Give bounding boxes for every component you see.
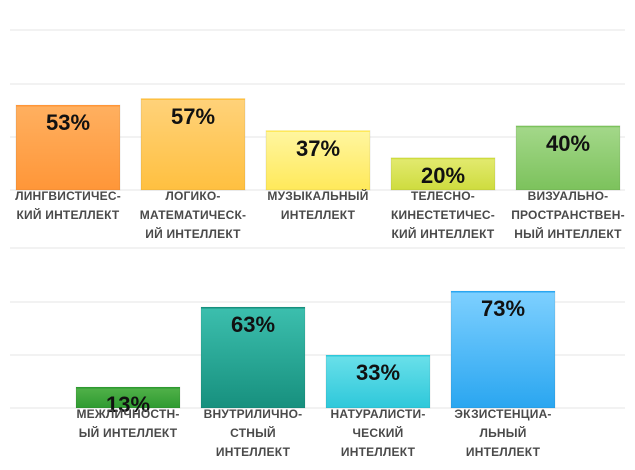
bar [140, 98, 246, 191]
data-label: 63% [231, 312, 275, 337]
category-label: ЭКЗИСТЕНЦИА- [454, 407, 551, 421]
data-label: 57% [171, 104, 215, 129]
bar [200, 306, 306, 409]
chart-bottom: 13%МЕЖЛИЧНОСТН- ЫЙ ИНТЕЛЛЕКТ 63% ВНУТРИЛИЧН… [10, 247, 625, 459]
data-label: 53% [46, 110, 90, 135]
data-label: 13% [106, 392, 150, 417]
category-label: ЛОГИКО- [165, 189, 220, 203]
category-label: НАТУРАЛИСТИ- [330, 407, 425, 421]
bar [515, 125, 621, 191]
category-label: ЛЬНЫЙ [479, 425, 526, 440]
category-label: ИНТЕЛЛЕКТ [281, 208, 356, 222]
bar [390, 157, 496, 191]
chart-top: 53% ЛИНГВИСТИЧЕС- КИЙ ИНТЕЛЛЕКТ 57% ЛОГИКО- М… [10, 29, 625, 241]
category-label: КИЙ ИНТЕЛЛЕКТ [17, 207, 120, 222]
category-label: КИНЕСТЕТИЧЕС- [391, 208, 495, 222]
category-label: МАТЕМАТИЧЕСК- [140, 208, 246, 222]
category-label: ИНТЕЛЛЕКТ [341, 445, 416, 459]
data-label: 33% [356, 360, 400, 385]
category-label: ЫЙ ИНТЕЛЛЕКТ [79, 425, 178, 440]
category-label: ЧЕСКИЙ [353, 425, 404, 440]
bar [325, 354, 431, 409]
category-label: ВНУТРИЛИЧНО- [204, 407, 303, 421]
data-label: 40% [546, 131, 590, 156]
bar [15, 104, 121, 191]
bar [265, 130, 371, 191]
category-label: ВИЗУАЛЬНО- [528, 189, 609, 203]
category-label: ПРОСТРАНСТВЕН- [511, 208, 625, 222]
category-label: ТЕЛЕСНО- [411, 189, 475, 203]
category-label: ИНТЕЛЛЕКТ [216, 445, 291, 459]
data-label: 37% [296, 136, 340, 161]
category-label: МУЗЫКАЛЬНЫЙ [267, 188, 368, 203]
data-label: 20% [421, 163, 465, 188]
category-label: КИЙ ИНТЕЛЛЕКТ [392, 226, 495, 241]
data-label: 73% [481, 296, 525, 321]
category-label: ИЙ ИНТЕЛЛЕКТ [145, 226, 241, 241]
category-label: ИНТЕЛЛЕКТ [466, 445, 541, 459]
category-label: МЕЖЛИЧНОСТН- [76, 407, 179, 421]
category-label: ЛИНГВИСТИЧЕС- [15, 189, 121, 203]
category-label: СТНЫЙ [230, 425, 276, 440]
category-label: НЫЙ ИНТЕЛЛЕКТ [514, 226, 622, 241]
